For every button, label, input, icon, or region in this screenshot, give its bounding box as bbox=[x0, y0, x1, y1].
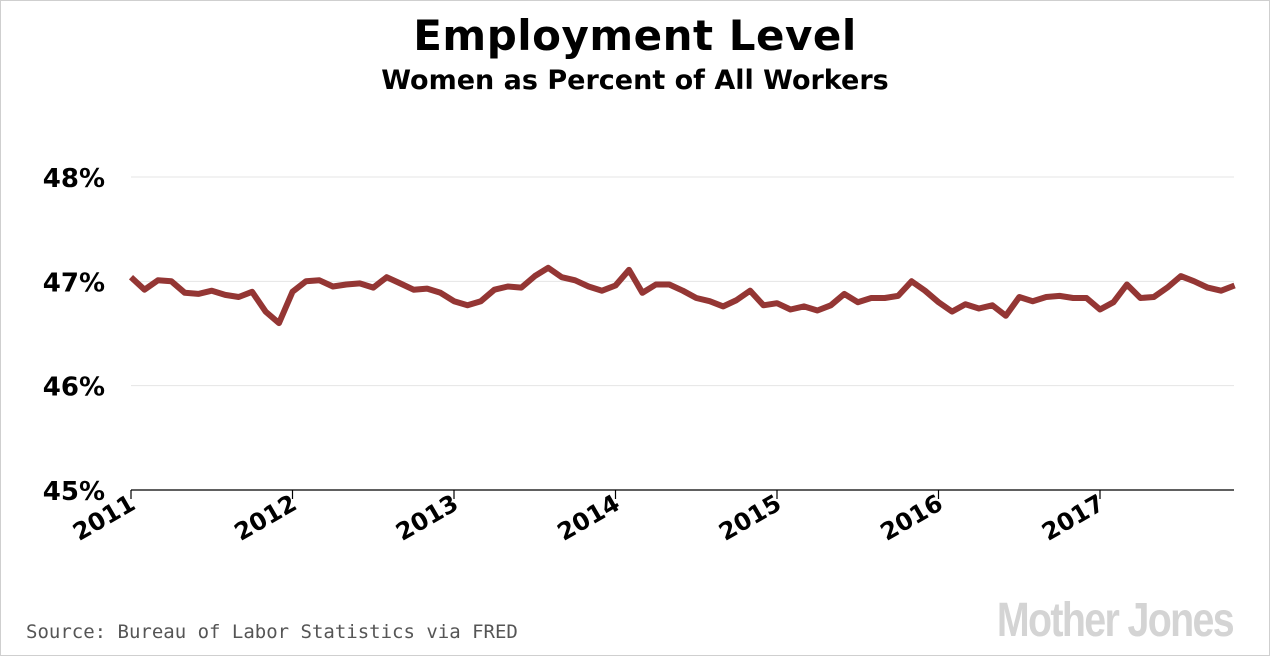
y-tick-label: 45% bbox=[43, 477, 105, 507]
x-tick-label: 2016 bbox=[876, 489, 948, 547]
x-axis bbox=[130, 489, 1234, 499]
x-tick-label: 2014 bbox=[553, 489, 625, 547]
chart-title: Employment Level bbox=[413, 11, 857, 60]
x-axis-tick-labels: 2011 2012 2013 2014 2015 2016 2017 bbox=[68, 489, 1109, 547]
x-tick-label: 2013 bbox=[391, 489, 463, 547]
y-tick-label: 47% bbox=[43, 268, 105, 298]
mother-jones-logo: Mother Jones bbox=[996, 594, 1235, 647]
y-tick-label: 46% bbox=[43, 373, 105, 403]
x-tick-label: 2012 bbox=[230, 489, 302, 547]
grid-lines bbox=[131, 176, 1234, 387]
x-tick-label: 2017 bbox=[1037, 489, 1109, 547]
series-line bbox=[128, 264, 1236, 327]
x-tick-label: 2015 bbox=[714, 489, 786, 547]
source-note: Source: Bureau of Labor Statistics via F… bbox=[26, 621, 518, 643]
y-axis-tick-labels: 45% 46% 47% 48% bbox=[43, 164, 105, 507]
series-layer bbox=[128, 264, 1236, 327]
y-tick-label: 48% bbox=[43, 164, 105, 194]
chart-subtitle: Women as Percent of All Workers bbox=[381, 65, 889, 96]
